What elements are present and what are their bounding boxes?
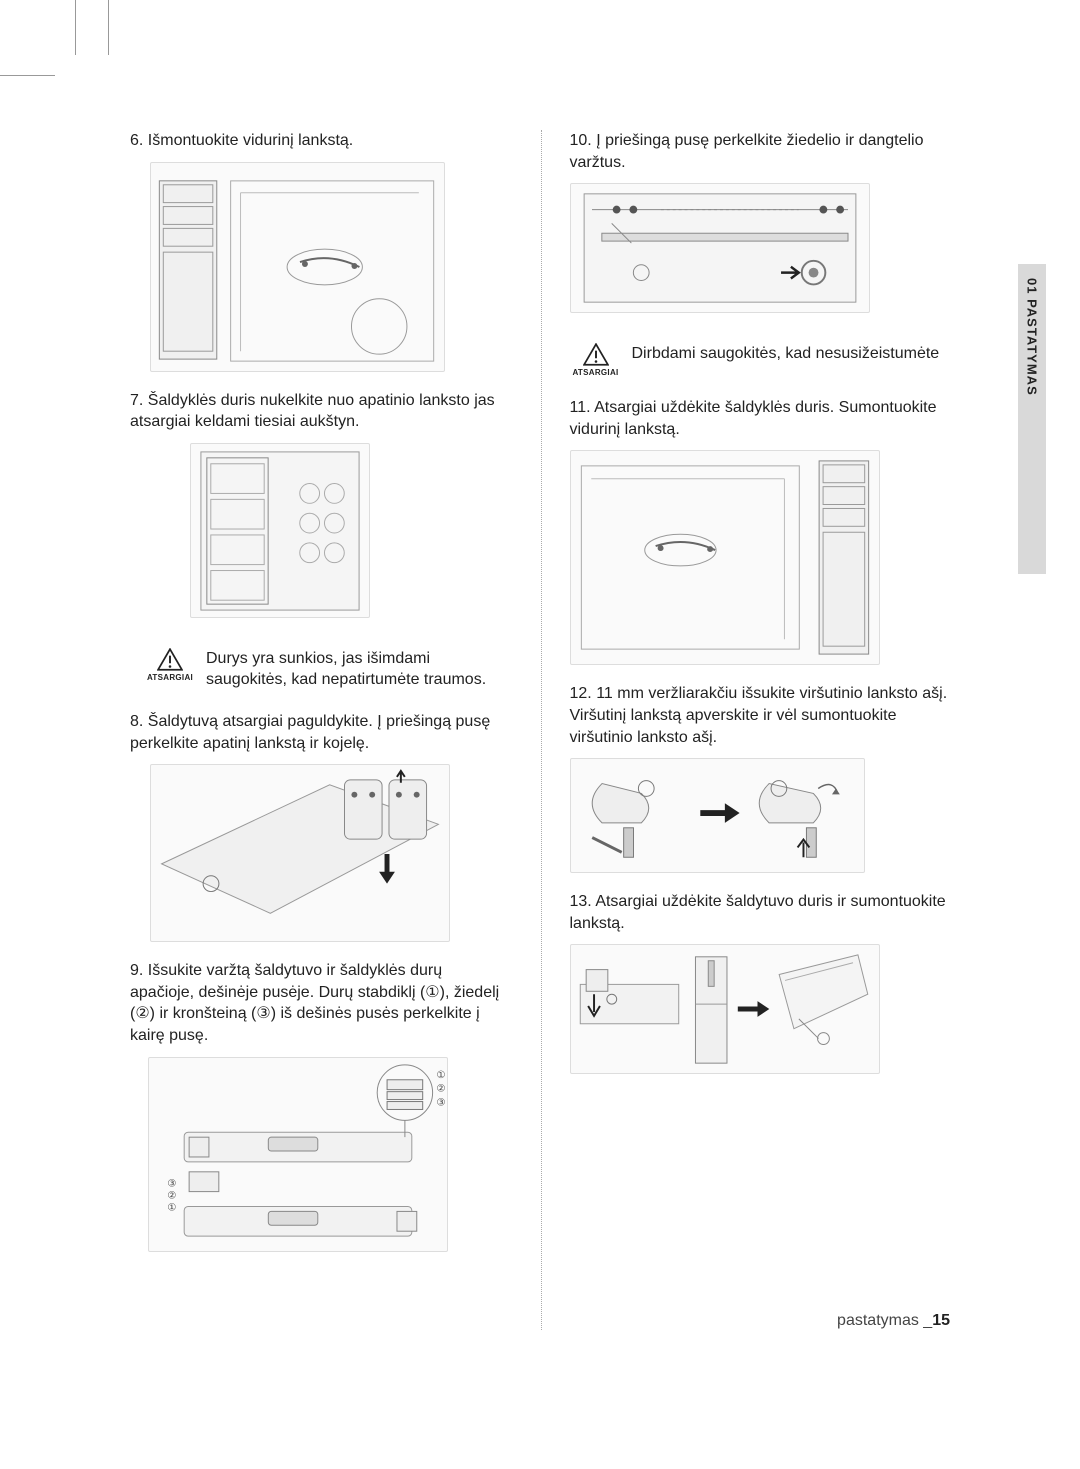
caution-7-text: Durys yra sunkios, jas išimdami saugokit… — [206, 648, 511, 691]
figure-7 — [190, 443, 370, 618]
footer-label: pastatymas _ — [837, 1312, 932, 1329]
step-11-text: 11. Atsargiai uždėkite šaldyklės duris. … — [570, 397, 951, 440]
figure-9: ③ ② ① ① ② ③ — [148, 1057, 448, 1252]
caution-10-text: Dirbdami saugokitės, kad nesusižeistumėt… — [632, 343, 940, 365]
step-12-text: 12. 11 mm veržliarakčiu išsukite viršuti… — [570, 683, 951, 748]
caution-10: ATSARGIAI Dirbdami saugokitės, kad nesus… — [570, 343, 951, 377]
svg-text:②: ② — [437, 1083, 446, 1094]
page-footer: pastatymas _15 — [837, 1312, 950, 1330]
caution-icon: ATSARGIAI — [570, 343, 622, 377]
svg-text:②: ② — [167, 1190, 176, 1201]
svg-text:①: ① — [167, 1202, 176, 1213]
step-13: 13. Atsargiai uždėkite šaldytuvo duris i… — [570, 891, 951, 1074]
figure-13 — [570, 944, 880, 1074]
right-column: 10. Į priešingą pusę perkelkite žiedelio… — [541, 130, 951, 1330]
footer-page-number: 15 — [932, 1312, 950, 1329]
step-10: 10. Į priešingą pusę perkelkite žiedelio… — [570, 130, 951, 313]
figure-6 — [150, 162, 445, 372]
step-10-text: 10. Į priešingą pusę perkelkite žiedelio… — [570, 130, 951, 173]
step-11: 11. Atsargiai uždėkite šaldyklės duris. … — [570, 397, 951, 665]
section-side-tab: 01 PASTATYMAS — [1018, 264, 1046, 574]
caution-icon: ATSARGIAI — [144, 648, 196, 682]
step-8-text: 8. Šaldytuvą atsargiai paguldykite. Į pr… — [130, 711, 511, 754]
svg-text:③: ③ — [437, 1097, 446, 1108]
step-13-text: 13. Atsargiai uždėkite šaldytuvo duris i… — [570, 891, 951, 934]
left-column: 6. Išmontuokite vidurinį lankstą. — [130, 130, 511, 1330]
figure-12 — [570, 758, 865, 873]
figure-11 — [570, 450, 880, 665]
step-9-text: 9. Išsukite varžtą šaldytuvo ir šaldyklė… — [130, 960, 511, 1046]
step-9: 9. Išsukite varžtą šaldytuvo ir šaldyklė… — [130, 960, 511, 1251]
step-12: 12. 11 mm veržliarakčiu išsukite viršuti… — [570, 683, 951, 873]
svg-text:①: ① — [437, 1069, 446, 1080]
step-6-text: 6. Išmontuokite vidurinį lankstą. — [130, 130, 511, 152]
step-7: 7. Šaldyklės duris nukelkite nuo apatini… — [130, 390, 511, 618]
caution-7: ATSARGIAI Durys yra sunkios, jas išimdam… — [144, 648, 511, 691]
step-6: 6. Išmontuokite vidurinį lankstą. — [130, 130, 511, 372]
caution-label: ATSARGIAI — [572, 368, 618, 377]
page-content: 6. Išmontuokite vidurinį lankstą. — [130, 130, 950, 1330]
figure-8 — [150, 764, 450, 942]
figure-10 — [570, 183, 870, 313]
svg-text:③: ③ — [167, 1178, 176, 1189]
section-side-tab-text: 01 PASTATYMAS — [1025, 278, 1040, 396]
step-8: 8. Šaldytuvą atsargiai paguldykite. Į pr… — [130, 711, 511, 942]
step-7-text: 7. Šaldyklės duris nukelkite nuo apatini… — [130, 390, 511, 433]
caution-label: ATSARGIAI — [147, 673, 193, 682]
